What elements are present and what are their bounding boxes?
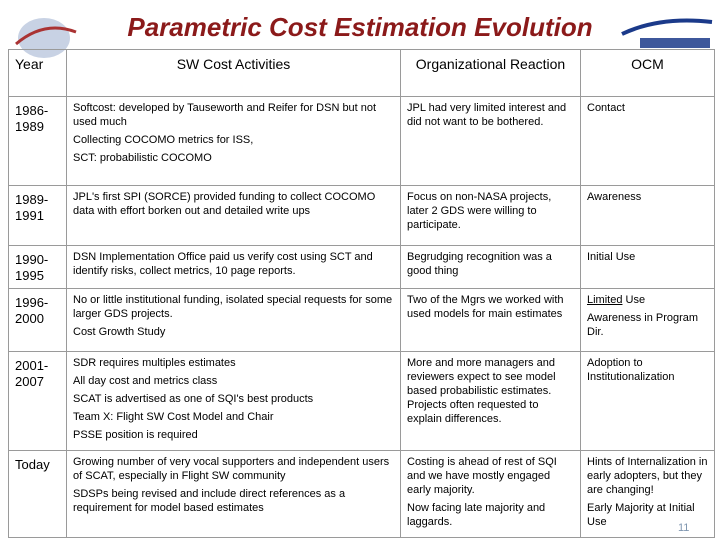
paragraph: Awareness in Program Dir. xyxy=(587,312,699,338)
logo-swoosh xyxy=(15,26,77,46)
activities-cell: No or little institutional funding, isol… xyxy=(66,288,401,352)
evolution-table: Year SW Cost Activities Organizational Rea… xyxy=(8,49,715,538)
header-row: Year SW Cost Activities Organizational Rea… xyxy=(8,49,715,97)
year-cell: 1989-1991 xyxy=(8,185,67,246)
activities-cell: DSN Implementation Office paid us verify… xyxy=(66,245,401,289)
reaction-cell: More and more managers and reviewers exp… xyxy=(400,351,581,451)
paragraph: Costing is ahead of rest of SQI and we h… xyxy=(407,456,557,496)
reaction-cell: Two of the Mgrs we worked with used mode… xyxy=(400,288,581,352)
paragraph: Cost Growth Study xyxy=(73,326,166,338)
paragraph: JPL's first SPI (SORCE) provided funding… xyxy=(73,191,376,217)
paragraph: Two of the Mgrs we worked with used mode… xyxy=(407,294,564,320)
paragraph: Begrudging recognition was a good thing xyxy=(407,251,552,277)
header-cell: Organizational Reaction xyxy=(400,49,581,97)
paragraph: PSSE position is required xyxy=(73,429,198,441)
paragraph: SDR requires multiples estimates xyxy=(73,357,236,369)
paragraph: SCT: probabilistic COCOMO xyxy=(73,152,212,164)
ocm-cell: Adoption to Institutionalization xyxy=(580,351,715,451)
table-row: 1989-1991 JPL's first SPI (SORCE) provide… xyxy=(8,185,715,246)
year-cell: Today xyxy=(8,450,67,538)
reaction-cell: Focus on non-NASA projects, later 2 GDS … xyxy=(400,185,581,246)
paragraph: Limited Use xyxy=(587,293,708,307)
ocm-cell: Awareness xyxy=(580,185,715,246)
paragraph: DSN Implementation Office paid us verify… xyxy=(73,251,373,277)
paragraph: More and more managers and reviewers exp… xyxy=(407,357,556,425)
table-row: 1986-1989 Softcost: developed by Tausewor… xyxy=(8,96,715,186)
header-cell: SW Cost Activities xyxy=(66,49,401,97)
paragraph: JPL had very limited interest and did no… xyxy=(407,102,567,128)
header-cell: OCM xyxy=(580,49,715,97)
table-row: Today Growing number of very vocal suppor… xyxy=(8,450,715,538)
logo-left xyxy=(15,18,77,58)
paragraph: SDSPs being revised and include direct r… xyxy=(73,488,346,514)
year-cell: 1986-1989 xyxy=(8,96,67,186)
activities-cell: Growing number of very vocal supporters … xyxy=(66,450,401,538)
reaction-cell: Begrudging recognition was a good thing xyxy=(400,245,581,289)
year-cell: 1990-1995 xyxy=(8,245,67,289)
ocm-cell: Limited Use Awareness in Program Dir. xyxy=(580,288,715,352)
logo-right xyxy=(621,18,713,48)
paragraph: Awareness xyxy=(587,191,642,203)
logo-arc xyxy=(621,18,713,36)
paragraph: Now facing late majority and laggards. xyxy=(407,502,546,528)
reaction-cell: Costing is ahead of rest of SQI and we h… xyxy=(400,450,581,538)
paragraph: All day cost and metrics class xyxy=(73,375,218,387)
ocm-cell: Hints of Internalization in early adopte… xyxy=(580,450,715,538)
slide-title: Parametric Cost Estimation Evolution xyxy=(127,12,593,42)
header-cell: Year xyxy=(8,49,67,97)
paragraph: SCAT is advertised as one of SQI's best … xyxy=(73,393,314,405)
table-body: 1986-1989 Softcost: developed by Tausewor… xyxy=(8,96,715,538)
logo-bar xyxy=(640,38,710,48)
table-row: 1996-2000 No or little institutional fund… xyxy=(8,288,715,352)
page-number: 11 xyxy=(678,522,690,534)
paragraph: Initial Use xyxy=(587,251,636,263)
year-cell: 2001-2007 xyxy=(8,351,67,451)
underlined-text: Limited xyxy=(587,294,623,306)
activities-cell: Softcost: developed by Tauseworth and Re… xyxy=(66,96,401,186)
paragraph: No or little institutional funding, isol… xyxy=(73,294,393,320)
paragraph: Collecting COCOMO metrics for ISS, xyxy=(73,134,254,146)
paragraph: Softcost: developed by Tauseworth and Re… xyxy=(73,102,377,128)
text: Use xyxy=(625,294,646,306)
paragraph: Contact xyxy=(587,102,625,114)
paragraph: Growing number of very vocal supporters … xyxy=(73,456,390,482)
ocm-cell: Initial Use xyxy=(580,245,715,289)
paragraph: Focus on non-NASA projects, later 2 GDS … xyxy=(407,191,552,231)
ocm-cell: Contact xyxy=(580,96,715,186)
reaction-cell: JPL had very limited interest and did no… xyxy=(400,96,581,186)
year-cell: 1996-2000 xyxy=(8,288,67,352)
paragraph: Adoption to Institutionalization xyxy=(587,357,675,383)
paragraph: Team X: Flight SW Cost Model and Chair xyxy=(73,411,274,423)
paragraph: Hints of Internalization in early adopte… xyxy=(587,456,708,496)
table-row: 2001-2007 SDR requires multiples estimate… xyxy=(8,351,715,451)
activities-cell: JPL's first SPI (SORCE) provided funding… xyxy=(66,185,401,246)
paragraph: Early Majority at Initial Use xyxy=(587,502,695,528)
table-row: 1990-1995 DSN Implementation Office paid … xyxy=(8,245,715,289)
activities-cell: SDR requires multiples estimates All day … xyxy=(66,351,401,451)
